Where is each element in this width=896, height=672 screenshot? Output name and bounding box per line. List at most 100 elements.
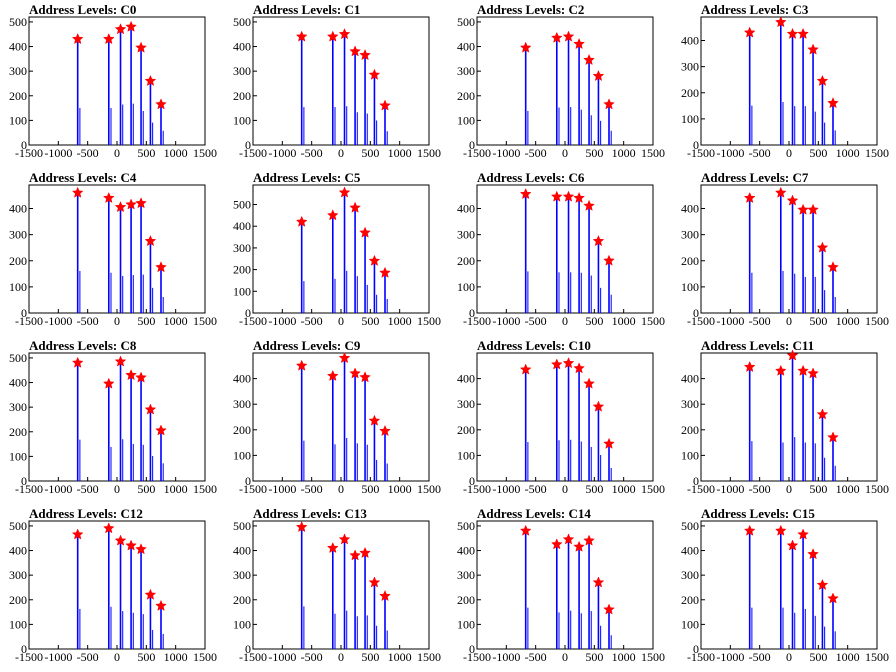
peak-marker <box>807 203 819 215</box>
chart-title: Address Levels: C6 <box>477 170 585 185</box>
x-tick-label: 1500 <box>417 146 441 160</box>
x-tick-label: -1000 <box>268 482 296 496</box>
peak-marker <box>349 549 361 561</box>
peak-marker <box>786 539 799 551</box>
x-tick-label: 0 <box>562 650 568 664</box>
y-tick-label: 400 <box>457 40 475 54</box>
chart-title: Address Levels: C2 <box>477 2 584 17</box>
x-tick-label: -1500 <box>687 482 715 496</box>
y-tick-label: 500 <box>233 15 251 29</box>
peak-marker <box>144 235 157 247</box>
x-tick-label: 0 <box>114 146 120 160</box>
peak-marker <box>603 98 615 110</box>
x-tick-label: 1500 <box>865 482 889 496</box>
chart-svg: Address Levels: C13 0 100 200 300 400 500 -1500… <box>233 506 441 664</box>
x-tick-label: 500 <box>361 482 379 496</box>
axes-frame <box>476 352 654 482</box>
x-tick-label: 0 <box>562 146 568 160</box>
peak-marker <box>816 578 829 590</box>
y-tick-label: 400 <box>681 202 699 216</box>
y-tick-label: 400 <box>233 544 251 558</box>
x-tick-label: -1500 <box>239 146 267 160</box>
y-tick-label: 500 <box>457 519 475 533</box>
axes-frame <box>252 16 430 146</box>
x-tick-label: 500 <box>137 146 155 160</box>
peak-marker <box>774 524 787 536</box>
y-tick-label: 0 <box>469 138 475 152</box>
peak-marker <box>550 358 563 370</box>
y-tick-label: 100 <box>9 113 27 127</box>
chart-title: Address Levels: C5 <box>253 170 361 185</box>
chart-panel: Address Levels: C15 0 100 200 300 400 500 -1500… <box>672 504 896 672</box>
x-tick-label: 1000 <box>164 314 188 328</box>
x-tick-label: 1500 <box>865 314 889 328</box>
x-tick-label: -500 <box>525 650 547 664</box>
chart-panel: Address Levels: C2 0 100 200 300 400 500 -1500-… <box>448 0 672 168</box>
axes-frame <box>700 184 878 314</box>
peak-marker <box>583 53 595 66</box>
peak-marker <box>603 254 615 266</box>
x-tick-label: -1500 <box>15 146 43 160</box>
chart-svg: Address Levels: C11 0 100 200 300 400 -1500 -10… <box>681 338 889 496</box>
x-tick-label: 1000 <box>612 482 636 496</box>
peak-marker <box>295 30 308 42</box>
peak-marker <box>573 540 585 552</box>
y-tick-label: 0 <box>693 642 699 656</box>
peak-marker <box>295 215 308 227</box>
chart-title: Address Levels: C1 <box>253 2 360 17</box>
x-tick-label: -500 <box>525 314 547 328</box>
y-tick-label: 200 <box>9 254 27 268</box>
y-tick-label: 100 <box>233 113 251 127</box>
y-tick-label: 100 <box>9 449 27 463</box>
y-tick-label: 300 <box>9 400 27 414</box>
x-tick-label: 0 <box>786 482 792 496</box>
peak-marker <box>774 16 787 28</box>
chart-svg: Address Levels: C14 0 100 200 300 400 500 -1500… <box>457 506 665 664</box>
x-tick-label: 500 <box>361 146 379 160</box>
peak-marker <box>743 26 756 38</box>
x-tick-label: -1000 <box>492 146 520 160</box>
x-tick-label: -500 <box>301 482 323 496</box>
x-tick-label: -1500 <box>239 482 267 496</box>
x-tick-label: 1500 <box>193 146 217 160</box>
peak-marker <box>743 191 756 204</box>
x-tick-label: -1000 <box>492 482 520 496</box>
x-tick-label: -1000 <box>268 650 296 664</box>
peak-marker <box>573 37 585 50</box>
x-tick-label: 1000 <box>388 482 412 496</box>
y-tick-label: 300 <box>233 568 251 582</box>
peak-marker <box>135 371 147 383</box>
y-tick-label: 100 <box>457 113 475 127</box>
peak-marker <box>774 186 787 198</box>
y-tick-label: 0 <box>21 306 27 320</box>
peak-marker <box>816 241 829 253</box>
y-tick-label: 200 <box>457 423 475 437</box>
y-tick-label: 200 <box>233 89 251 103</box>
peak-marker <box>135 41 147 53</box>
peak-marker <box>114 355 127 367</box>
x-tick-label: 1000 <box>612 314 636 328</box>
x-tick-label: -1000 <box>716 650 744 664</box>
peak-marker <box>827 261 839 273</box>
y-tick-label: 100 <box>9 280 27 294</box>
x-tick-label: -500 <box>301 650 323 664</box>
y-tick-label: 400 <box>233 372 251 386</box>
peak-marker <box>797 27 809 39</box>
x-tick-label: 1500 <box>641 314 665 328</box>
y-tick-label: 100 <box>681 617 699 631</box>
y-tick-label: 100 <box>681 280 699 294</box>
axes-frame <box>252 520 430 650</box>
x-tick-label: 0 <box>786 314 792 328</box>
chart-svg: Address Levels: C7 0 100 200 300 400 -1500 -100… <box>681 170 889 328</box>
peak-marker <box>827 97 839 109</box>
y-tick-label: 300 <box>457 568 475 582</box>
peak-marker <box>368 576 381 588</box>
y-tick-label: 0 <box>245 306 251 320</box>
peak-marker <box>125 539 137 551</box>
axes-frame <box>700 352 878 482</box>
chart-panel: Address Levels: C12 0 100 200 300 400 500 -1500… <box>0 504 224 672</box>
y-tick-label: 400 <box>681 372 699 386</box>
peak-marker <box>583 199 595 211</box>
peak-marker <box>816 408 829 420</box>
